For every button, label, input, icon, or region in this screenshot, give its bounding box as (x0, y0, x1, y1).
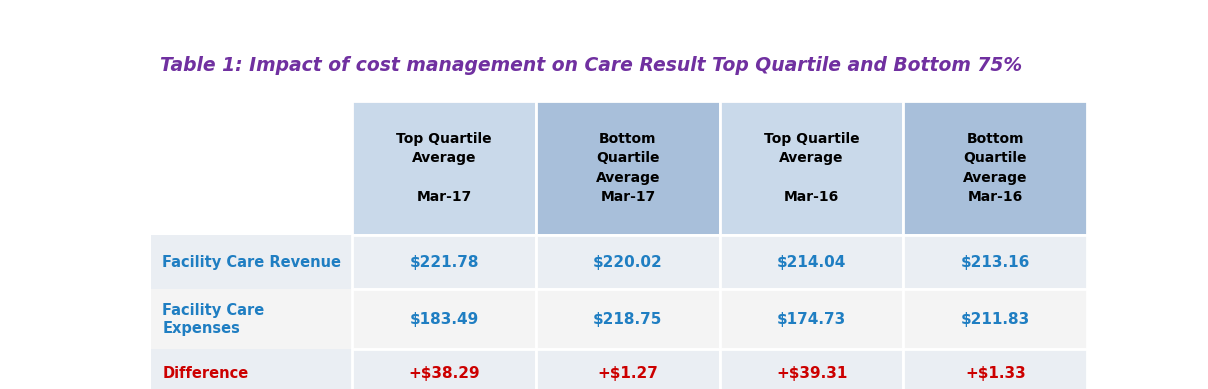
Text: $183.49: $183.49 (410, 312, 478, 327)
Bar (904, 349, 1087, 389)
Text: +$38.29: +$38.29 (408, 366, 480, 381)
Text: Top Quartile
Average

Mar-16: Top Quartile Average Mar-16 (763, 132, 859, 204)
Bar (151, 349, 1087, 389)
Bar (151, 235, 1087, 289)
Bar (536, 289, 720, 349)
Bar (904, 101, 1087, 235)
Text: +$1.27: +$1.27 (598, 366, 658, 381)
Bar (720, 349, 904, 389)
Bar (151, 101, 353, 235)
Bar (353, 349, 536, 389)
Bar (536, 101, 720, 235)
Text: Difference: Difference (162, 366, 249, 381)
Text: Bottom
Quartile
Average
Mar-16: Bottom Quartile Average Mar-16 (963, 132, 1028, 204)
Text: Bottom
Quartile
Average
Mar-17: Bottom Quartile Average Mar-17 (596, 132, 660, 204)
Text: +$39.31: +$39.31 (776, 366, 847, 381)
Text: $214.04: $214.04 (777, 255, 847, 270)
Text: $174.73: $174.73 (777, 312, 847, 327)
Text: $220.02: $220.02 (593, 255, 663, 270)
Bar (353, 235, 536, 289)
Text: Table 1: Impact of cost management on Care Result Top Quartile and Bottom 75%: Table 1: Impact of cost management on Ca… (161, 56, 1022, 75)
Bar (353, 101, 536, 235)
Bar (720, 289, 904, 349)
Text: $211.83: $211.83 (960, 312, 1030, 327)
Text: Top Quartile
Average

Mar-17: Top Quartile Average Mar-17 (396, 132, 492, 204)
Bar (720, 235, 904, 289)
Text: $218.75: $218.75 (593, 312, 662, 327)
Text: $221.78: $221.78 (410, 255, 478, 270)
Bar (151, 289, 1087, 349)
Text: Facility Care Revenue: Facility Care Revenue (162, 255, 341, 270)
Bar (904, 235, 1087, 289)
Text: +$1.33: +$1.33 (965, 366, 1026, 381)
Bar (353, 289, 536, 349)
Bar (536, 235, 720, 289)
Bar (536, 349, 720, 389)
Text: $213.16: $213.16 (960, 255, 1030, 270)
Bar (904, 289, 1087, 349)
Bar (720, 101, 904, 235)
Text: Facility Care
Expenses: Facility Care Expenses (162, 303, 265, 336)
